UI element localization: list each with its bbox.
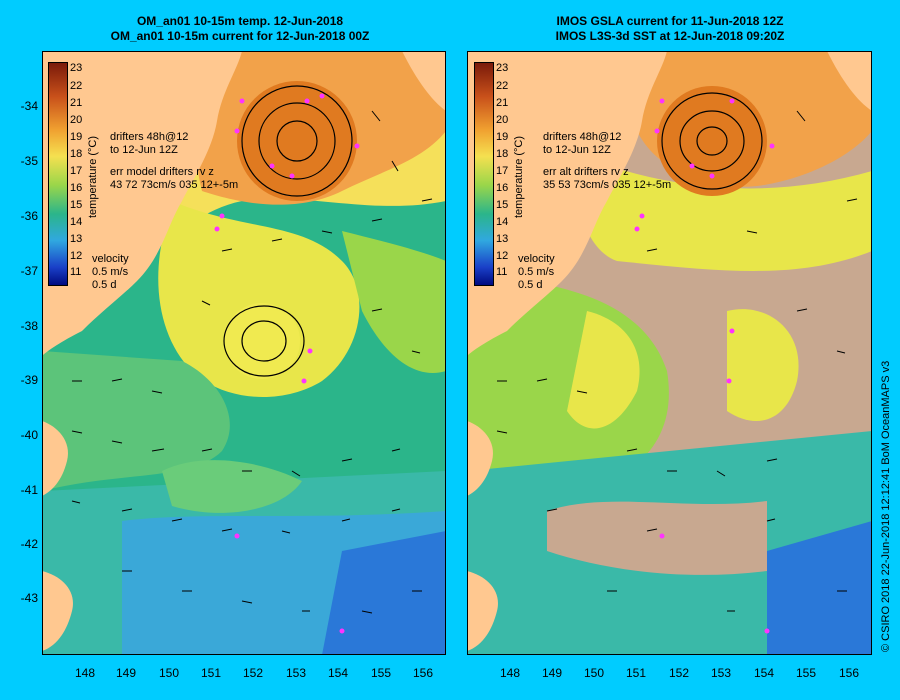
- cb-tick: 21: [70, 97, 83, 109]
- left-colorbar: [48, 62, 68, 286]
- x-label: 149: [541, 666, 563, 680]
- y-label: -35: [20, 154, 38, 168]
- cb-tick: 11: [496, 266, 508, 278]
- cb-tick: 19: [496, 131, 509, 143]
- y-label: -42: [20, 537, 38, 551]
- y-label: -43: [20, 591, 38, 605]
- cb-tick: 12: [496, 250, 509, 262]
- velocity-days: 0.5 d: [92, 279, 117, 291]
- cb-tick: 16: [496, 182, 509, 194]
- left-drifters-legend: drifters 48h@12 to 12-Jun 12Z: [110, 131, 188, 157]
- left-drifters: [214, 93, 360, 634]
- right-velocity-legend: velocity 0.5 m/s 0.5 d: [518, 253, 555, 292]
- x-label: 153: [710, 666, 732, 680]
- right-drifters: [634, 98, 775, 634]
- y-label: -34: [20, 99, 38, 113]
- cb-tick: 21: [496, 97, 509, 109]
- cb-tick: 15: [496, 199, 509, 211]
- cb-tick: 17: [70, 165, 83, 177]
- x-label: 151: [200, 666, 222, 680]
- cb-tick: 19: [70, 131, 83, 143]
- right-velocity-arrows: [496, 110, 858, 612]
- x-label: 152: [668, 666, 690, 680]
- velocity-label: velocity: [92, 253, 129, 265]
- right-err-stats: err alt drifters rv z 35 53 73cm/s 035 1…: [543, 166, 671, 192]
- x-label: 152: [242, 666, 264, 680]
- cb-tick: 20: [496, 114, 509, 126]
- cb-tick: 14: [70, 216, 83, 228]
- x-label: 154: [327, 666, 349, 680]
- right-drifters-legend: drifters 48h@12 to 12-Jun 12Z: [543, 131, 621, 157]
- cb-tick: 22: [496, 80, 509, 92]
- cb-tick: 14: [496, 216, 509, 228]
- x-label: 148: [74, 666, 96, 680]
- x-label: 156: [838, 666, 860, 680]
- left-err-line2: 43 72 73cm/s 035 12+-5m: [110, 179, 239, 191]
- cb-tick: 18: [496, 148, 509, 160]
- right-title-line2: IMOS L3S-3d SST at 12-Jun-2018 09:20Z: [555, 29, 785, 43]
- left-title-line1: OM_an01 10-15m temp. 12-Jun-2018: [136, 14, 344, 28]
- cb-tick: 16: [70, 182, 83, 194]
- cb-tick: 13: [70, 233, 83, 245]
- x-label: 150: [583, 666, 605, 680]
- right-drifters-line2: to 12-Jun 12Z: [543, 144, 611, 156]
- right-colorbar: [474, 62, 494, 286]
- cb-tick: 15: [70, 199, 83, 211]
- y-label: -38: [20, 319, 38, 333]
- x-label: 151: [625, 666, 647, 680]
- left-map-panel: [42, 51, 446, 655]
- left-map-svg: [42, 51, 446, 655]
- right-err-line1: err alt drifters rv z: [543, 166, 629, 178]
- right-panel-title: IMOS GSLA current for 11-Jun-2018 12Z IM…: [450, 14, 890, 44]
- right-colorbar-title: temperature (°C): [513, 135, 525, 218]
- cb-tick: 23: [70, 62, 83, 74]
- cb-tick: 20: [70, 114, 83, 126]
- velocity-speed: 0.5 m/s: [518, 266, 555, 278]
- x-label: 155: [370, 666, 392, 680]
- cb-tick: 17: [496, 165, 509, 177]
- right-title-line1: IMOS GSLA current for 11-Jun-2018 12Z: [556, 14, 784, 28]
- x-label: 150: [158, 666, 180, 680]
- x-label: 156: [412, 666, 434, 680]
- cb-tick: 22: [70, 80, 83, 92]
- right-drifters-line1: drifters 48h@12: [543, 131, 622, 143]
- velocity-label: velocity: [518, 253, 555, 265]
- left-drifters-line1: drifters 48h@12: [110, 131, 189, 143]
- x-label: 155: [795, 666, 817, 680]
- left-panel-title: OM_an01 10-15m temp. 12-Jun-2018 OM_an01…: [20, 14, 460, 44]
- x-label: 153: [285, 666, 307, 680]
- y-label: -40: [20, 428, 38, 442]
- right-err-line2: 35 53 73cm/s 035 12+-5m: [543, 179, 672, 191]
- y-label: -39: [20, 373, 38, 387]
- x-label: 148: [499, 666, 521, 680]
- cb-tick: 12: [70, 250, 83, 262]
- left-velocity-arrows: [71, 110, 433, 614]
- x-label: 149: [115, 666, 137, 680]
- credit-text: © CSIRO 2018 22-Jun-2018 12:12:41 BoM Oc…: [880, 360, 892, 652]
- left-title-line2: OM_an01 10-15m current for 12-Jun-2018 0…: [110, 29, 370, 43]
- right-map-svg: [467, 51, 872, 655]
- left-velocity-legend: velocity 0.5 m/s 0.5 d: [92, 253, 129, 292]
- cb-tick: 13: [496, 233, 509, 245]
- cb-tick: 11: [70, 266, 82, 278]
- velocity-speed: 0.5 m/s: [92, 266, 129, 278]
- cb-tick: 23: [496, 62, 509, 74]
- y-label: -41: [20, 483, 38, 497]
- velocity-days: 0.5 d: [518, 279, 543, 291]
- left-err-stats: err model drifters rv z 43 72 73cm/s 035…: [110, 166, 238, 192]
- y-label: -36: [20, 209, 38, 223]
- y-label: -37: [20, 264, 38, 278]
- right-map-panel: [467, 51, 872, 655]
- left-colorbar-title: temperature (°C): [87, 135, 99, 218]
- x-label: 154: [753, 666, 775, 680]
- cb-tick: 18: [70, 148, 83, 160]
- left-drifters-line2: to 12-Jun 12Z: [110, 144, 178, 156]
- left-err-line1: err model drifters rv z: [110, 166, 214, 178]
